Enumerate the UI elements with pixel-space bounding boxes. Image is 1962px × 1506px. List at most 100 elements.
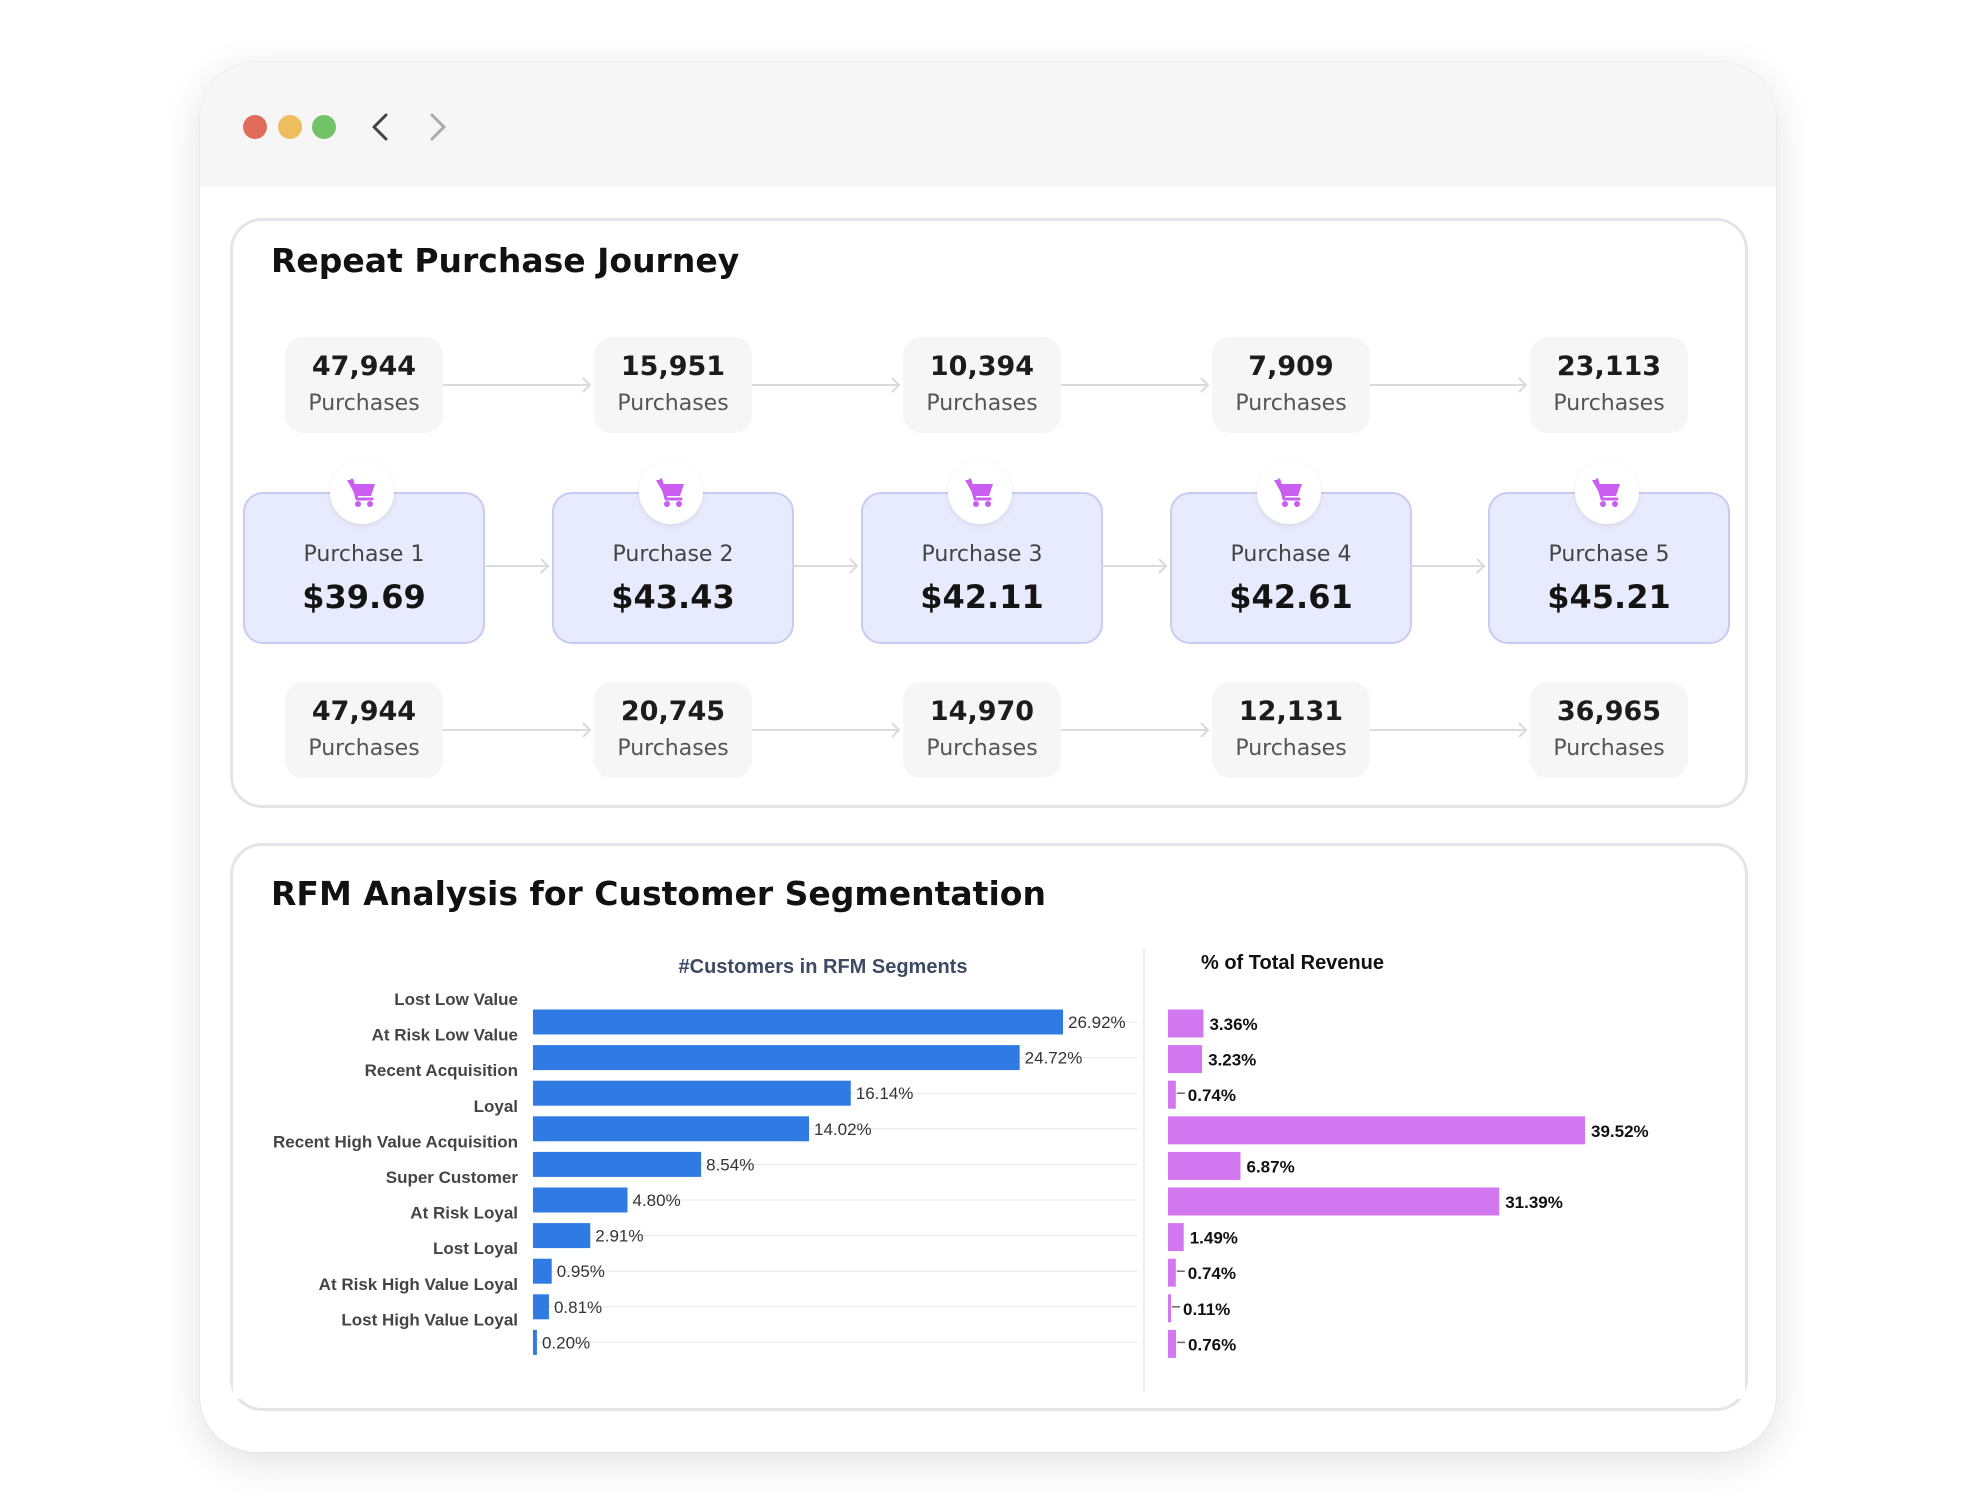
segment-label: Lost Loyal bbox=[433, 1239, 518, 1258]
purchase-average-value: $45.21 bbox=[1547, 578, 1671, 616]
customers-bar-label: 8.54% bbox=[706, 1155, 754, 1174]
top-purchases-pill: 15,951 Purchases bbox=[594, 337, 752, 433]
customers-bar bbox=[533, 1080, 851, 1106]
flow-arrow-icon bbox=[1061, 722, 1210, 738]
customers-bar-label: 4.80% bbox=[633, 1191, 681, 1210]
purchase-average-value: $42.11 bbox=[920, 578, 1044, 616]
purchase-step-label: Purchase 4 bbox=[1230, 542, 1352, 567]
flow-arrow-icon bbox=[792, 558, 859, 574]
rfm-analysis-card: RFM Analysis for Customer Segmentation #… bbox=[230, 843, 1748, 1411]
revenue-bar bbox=[1168, 1116, 1585, 1145]
top-purchases-label: Purchases bbox=[308, 391, 420, 416]
bottom-purchases-label: Purchases bbox=[926, 736, 1038, 761]
shopping-cart-icon bbox=[1575, 460, 1639, 524]
revenue-bar bbox=[1168, 1294, 1171, 1323]
forward-button[interactable] bbox=[418, 102, 458, 152]
segment-label: Lost Low Value bbox=[394, 990, 518, 1009]
top-purchases-pill: 23,113 Purchases bbox=[1530, 337, 1688, 433]
segment-label: At Risk Low Value bbox=[372, 1026, 518, 1045]
revenue-bar-label: 0.74% bbox=[1188, 1264, 1236, 1283]
flow-arrow-icon bbox=[483, 558, 550, 574]
revenue-bar bbox=[1168, 1187, 1500, 1216]
top-purchases-pill: 10,394 Purchases bbox=[903, 337, 1061, 433]
purchase-step-label: Purchase 1 bbox=[303, 542, 425, 567]
top-purchases-label: Purchases bbox=[926, 391, 1038, 416]
segment-label: At Risk High Value Loyal bbox=[319, 1275, 518, 1294]
purchase-step-label: Purchase 3 bbox=[921, 542, 1043, 567]
shopping-cart-icon bbox=[948, 460, 1012, 524]
maximize-window-button[interactable] bbox=[312, 115, 336, 139]
flow-arrow-icon bbox=[1370, 722, 1528, 738]
customers-bar-label: 16.14% bbox=[856, 1084, 914, 1103]
purchase-average-value: $39.69 bbox=[302, 578, 426, 616]
minimize-window-button[interactable] bbox=[278, 115, 302, 139]
revenue-bar-label: 31.39% bbox=[1505, 1193, 1563, 1212]
revenue-bar bbox=[1168, 1045, 1203, 1074]
customers-bar bbox=[533, 1187, 628, 1213]
bottom-purchases-label: Purchases bbox=[617, 736, 729, 761]
flow-arrow-icon bbox=[1061, 377, 1210, 393]
customers-bar-label: 26.92% bbox=[1068, 1013, 1126, 1032]
shopping-cart-icon bbox=[330, 460, 394, 524]
revenue-bar-label: 39.52% bbox=[1591, 1122, 1649, 1141]
bottom-purchases-count: 47,944 bbox=[311, 696, 417, 727]
revenue-chart-title: % of Total Revenue bbox=[1201, 952, 1384, 974]
revenue-bar-label: 0.76% bbox=[1188, 1335, 1236, 1354]
revenue-bar-label: 0.11% bbox=[1183, 1300, 1230, 1319]
purchase-step-label: Purchase 2 bbox=[612, 542, 734, 567]
bottom-purchases-pill: 36,965 Purchases bbox=[1530, 682, 1688, 778]
customers-bar-label: 14.02% bbox=[814, 1120, 872, 1139]
top-purchases-label: Purchases bbox=[1235, 391, 1347, 416]
chevron-right-icon bbox=[430, 113, 446, 141]
segment-label: Recent High Value Acquisition bbox=[273, 1132, 518, 1151]
chevron-left-icon bbox=[372, 113, 388, 141]
customers-bar bbox=[533, 1045, 1020, 1071]
bottom-purchases-pill: 12,131 Purchases bbox=[1212, 682, 1370, 778]
segment-label: Loyal bbox=[474, 1097, 518, 1116]
revenue-bar bbox=[1168, 1223, 1184, 1252]
rfm-title: RFM Analysis for Customer Segmentation bbox=[271, 874, 1046, 913]
customers-bar bbox=[533, 1294, 549, 1320]
top-purchases-label: Purchases bbox=[1553, 391, 1665, 416]
revenue-bar bbox=[1168, 1329, 1177, 1358]
purchase-step-label: Purchase 5 bbox=[1548, 542, 1670, 567]
bottom-purchases-pill: 20,745 Purchases bbox=[594, 682, 752, 778]
segment-label: Lost High Value Loyal bbox=[341, 1310, 518, 1329]
customers-bar bbox=[533, 1151, 702, 1177]
revenue-bar-label: 3.36% bbox=[1209, 1015, 1257, 1034]
flow-arrow-icon bbox=[1370, 377, 1528, 393]
revenue-bar-label: 3.23% bbox=[1208, 1051, 1256, 1070]
customers-bar bbox=[533, 1116, 810, 1142]
top-purchases-pill: 47,944 Purchases bbox=[285, 337, 443, 433]
shopping-cart-icon bbox=[639, 460, 703, 524]
flow-arrow-icon bbox=[443, 377, 592, 393]
top-purchases-count: 10,394 bbox=[929, 351, 1035, 382]
customers-bar-label: 0.95% bbox=[557, 1262, 605, 1281]
purchase-average-value: $42.61 bbox=[1229, 578, 1353, 616]
bottom-purchases-pill: 14,970 Purchases bbox=[903, 682, 1061, 778]
bottom-purchases-count: 36,965 bbox=[1556, 696, 1662, 727]
flow-arrow-icon bbox=[443, 722, 592, 738]
top-purchases-count: 7,909 bbox=[1248, 351, 1334, 382]
revenue-bar bbox=[1168, 1009, 1204, 1038]
flow-arrow-icon bbox=[752, 377, 901, 393]
revenue-bar bbox=[1168, 1258, 1176, 1287]
close-window-button[interactable] bbox=[243, 115, 267, 139]
customers-bar bbox=[533, 1223, 591, 1249]
bottom-purchases-count: 20,745 bbox=[620, 696, 726, 727]
repeat-purchase-journey-card: Repeat Purchase Journey 47,944 Purchases 1… bbox=[230, 218, 1748, 808]
back-button[interactable] bbox=[362, 102, 402, 152]
customers-bar-label: 2.91% bbox=[595, 1227, 643, 1246]
customers-bar-label: 24.72% bbox=[1025, 1049, 1083, 1068]
customers-bar bbox=[533, 1258, 552, 1284]
journey-title: Repeat Purchase Journey bbox=[271, 241, 740, 280]
rfm-charts: #Customers in RFM Segments % of Total Rev… bbox=[233, 929, 1745, 1399]
revenue-bar-label: 0.74% bbox=[1188, 1086, 1236, 1105]
revenue-bar-label: 1.49% bbox=[1190, 1229, 1238, 1248]
bottom-purchases-pill: 47,944 Purchases bbox=[285, 682, 443, 778]
top-purchases-count: 47,944 bbox=[311, 351, 417, 382]
revenue-bar bbox=[1168, 1151, 1241, 1180]
shopping-cart-icon bbox=[1257, 460, 1321, 524]
flow-arrow-icon bbox=[1101, 558, 1168, 574]
browser-window: Repeat Purchase Journey 47,944 Purchases 1… bbox=[200, 62, 1776, 1452]
